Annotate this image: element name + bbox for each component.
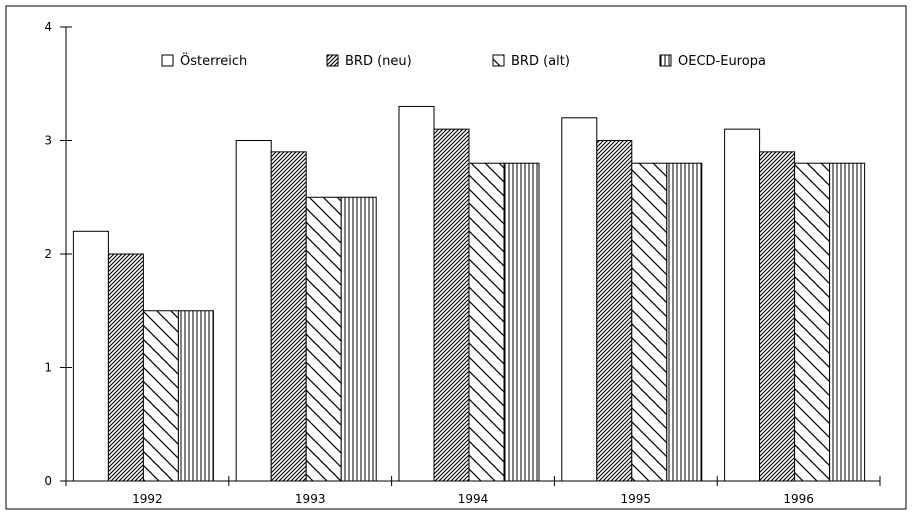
legend-swatch-brd-neu-: [326, 54, 339, 67]
bar--sterreich-1993: [235, 140, 272, 482]
bar-oecd-europa-1992: [177, 310, 214, 482]
bar-oecd-europa-1994: [503, 162, 540, 482]
bar-brd-neu--1993: [270, 151, 307, 482]
bar-brd-alt--1996: [794, 162, 831, 482]
x-tick-label: 1993: [295, 492, 326, 506]
plot-frame: [5, 5, 907, 510]
legend-swatch-brd-alt-: [492, 54, 505, 67]
x-tick-label: 1995: [621, 492, 652, 506]
bar--sterreich-1996: [724, 128, 761, 482]
bar-brd-neu--1995: [596, 140, 633, 482]
legend-swatch-oecd-europa: [659, 54, 672, 67]
bar-brd-alt--1994: [468, 162, 505, 482]
bar-oecd-europa-1996: [829, 162, 866, 482]
legend-swatch--sterreich: [161, 54, 174, 67]
bar-brd-neu--1992: [107, 253, 144, 482]
bar--sterreich-1992: [72, 230, 109, 482]
y-tick-label: 4: [44, 20, 52, 34]
legend: Österreich BRD (neu) BRD (alt) OECD-Europa: [161, 52, 766, 69]
bar-oecd-europa-1995: [666, 162, 703, 482]
bar-brd-alt--1993: [305, 196, 342, 482]
x-tick-label: 1996: [783, 492, 814, 506]
legend-label: Österreich: [180, 52, 247, 69]
y-tick-label: 0: [44, 474, 52, 488]
bar-brd-alt--1992: [142, 310, 179, 482]
x-tick-label: 1994: [458, 492, 489, 506]
legend-label: BRD (alt): [511, 54, 570, 69]
y-tick-label: 2: [44, 247, 52, 261]
bar--sterreich-1994: [398, 105, 435, 482]
legend-label: OECD-Europa: [678, 54, 766, 69]
legend-label: BRD (neu): [345, 54, 412, 69]
y-tick-label: 3: [44, 134, 52, 148]
bar-brd-neu--1996: [759, 151, 796, 482]
bars: [72, 105, 866, 482]
bar-brd-neu--1994: [433, 128, 470, 482]
bar--sterreich-1995: [561, 117, 598, 482]
y-tick-label: 1: [44, 361, 52, 375]
bar-oecd-europa-1993: [340, 196, 377, 482]
bar-brd-alt--1995: [631, 162, 668, 482]
x-tick-label: 1992: [132, 492, 163, 506]
